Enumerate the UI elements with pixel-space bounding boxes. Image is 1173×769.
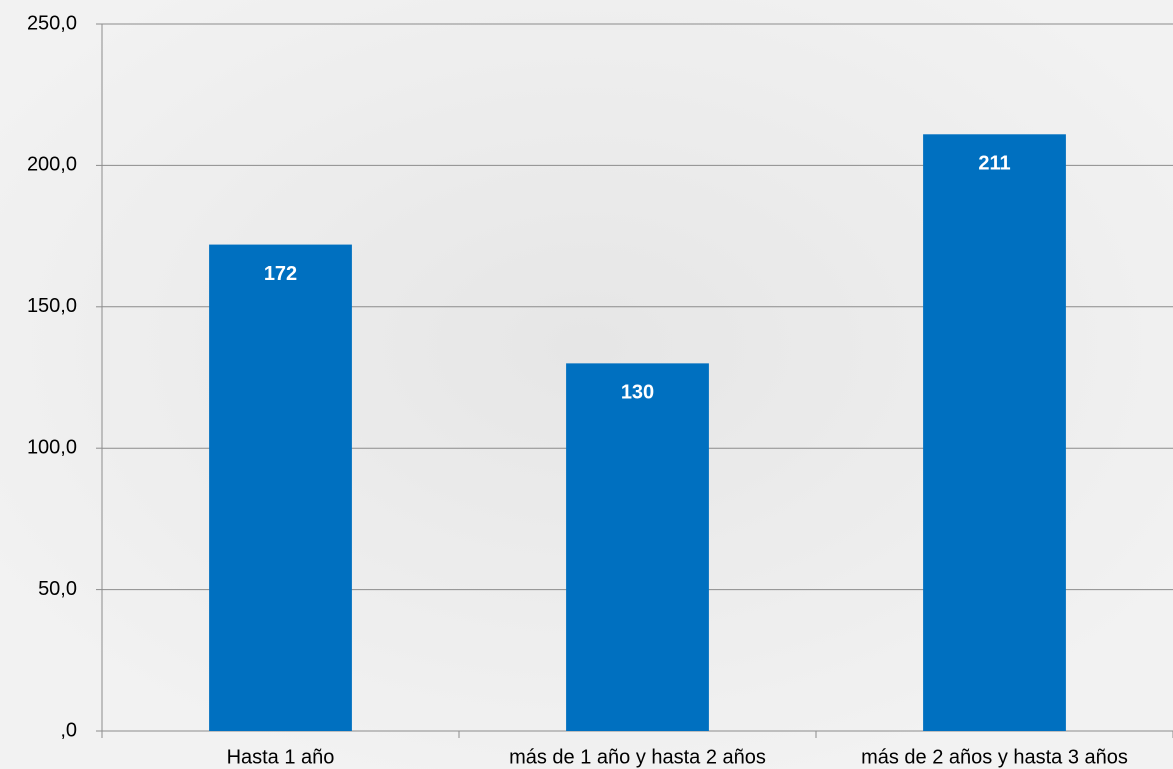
y-tick-label: 150,0 — [27, 295, 77, 317]
data-label: 130 — [621, 382, 654, 404]
y-tick-label: ,0 — [60, 719, 77, 741]
data-label: 211 — [978, 153, 1010, 175]
x-tick-label: Hasta 1 año — [227, 746, 335, 768]
y-tick-label: 200,0 — [27, 154, 77, 176]
bar — [209, 244, 352, 732]
bar — [566, 363, 709, 731]
x-tick-label: más de 2 años y hasta 3 años — [861, 746, 1128, 768]
y-tick-label: 50,0 — [38, 578, 77, 600]
bar — [923, 134, 1066, 732]
y-tick-label: 100,0 — [27, 436, 77, 458]
data-label: 172 — [264, 263, 297, 285]
y-tick-label: 250,0 — [27, 12, 77, 34]
x-tick-label: más de 1 año y hasta 2 años — [509, 746, 766, 768]
